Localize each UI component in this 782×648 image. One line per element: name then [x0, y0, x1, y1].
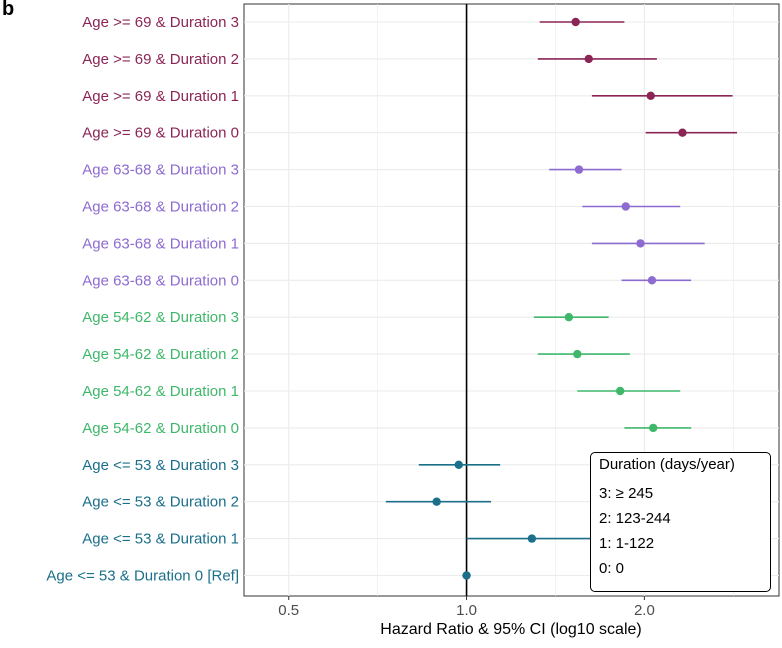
hr-point — [527, 534, 537, 543]
legend-entry: 0: 0 — [599, 560, 625, 577]
hr-point — [573, 349, 582, 359]
legend-title: Duration (days/year) — [599, 456, 735, 473]
hr-point — [584, 54, 593, 64]
hr-point — [647, 276, 657, 285]
y-tick-label: Age >= 69 & Duration 3 — [82, 14, 239, 31]
y-tick-label: Age >= 69 & Duration 1 — [82, 88, 239, 105]
hr-point — [636, 239, 645, 248]
legend: Duration (days/year) 3: ≥ 245 2: 123-244… — [590, 452, 771, 592]
y-tick-labels: Age >= 69 & Duration 3 Age >= 69 & Durati… — [46, 14, 239, 585]
y-tick-label: Age 54-62 & Duration 1 — [82, 383, 239, 400]
y-tick-label: Age 63-68 & Duration 2 — [82, 199, 239, 216]
y-tick-label: Age 54-62 & Duration 0 — [82, 420, 239, 437]
legend-entry: 2: 123-244 — [599, 510, 671, 527]
hr-point — [462, 571, 471, 580]
hr-point — [432, 497, 441, 506]
y-tick-label: Age 63-68 & Duration 3 — [82, 162, 239, 179]
hr-point — [454, 460, 463, 469]
y-tick-label: Age <= 53 & Duration 3 — [82, 457, 239, 474]
legend-entry: 1: 1-122 — [599, 535, 655, 552]
hr-point — [646, 91, 655, 101]
x-tick-label: 1.0 — [456, 602, 477, 619]
hr-point — [649, 423, 658, 433]
y-tick-label: Age <= 53 & Duration 1 — [82, 531, 239, 548]
y-tick-label: Age >= 69 & Duration 2 — [82, 51, 239, 68]
x-axis: 0.5 1.0 2.0 — [278, 596, 655, 619]
y-tick-label: Age 54-62 & Duration 3 — [82, 309, 239, 326]
hr-point — [564, 313, 574, 322]
y-tick-label: Age 63-68 & Duration 1 — [82, 235, 239, 252]
y-tick-label: Age >= 69 & Duration 0 — [82, 125, 239, 142]
y-tick-label: Age 63-68 & Duration 0 — [82, 272, 239, 289]
legend-entry: 3: ≥ 245 — [599, 485, 654, 502]
x-tick-label: 0.5 — [278, 602, 299, 619]
marks-layer — [385, 17, 738, 580]
hr-point — [615, 386, 625, 396]
hr-point — [571, 17, 580, 27]
x-axis-label: Hazard Ratio & 95% CI (log10 scale) — [380, 621, 641, 638]
hr-point — [574, 165, 584, 174]
panel-label: b — [2, 0, 15, 20]
hr-point — [678, 128, 687, 137]
x-tick-label: 2.0 — [634, 602, 655, 619]
hr-point — [621, 202, 630, 211]
y-tick-label: Age 54-62 & Duration 2 — [82, 346, 239, 363]
y-tick-label: Age <= 53 & Duration 0 [Ref] — [46, 568, 239, 585]
y-tick-label: Age <= 53 & Duration 2 — [82, 494, 239, 511]
